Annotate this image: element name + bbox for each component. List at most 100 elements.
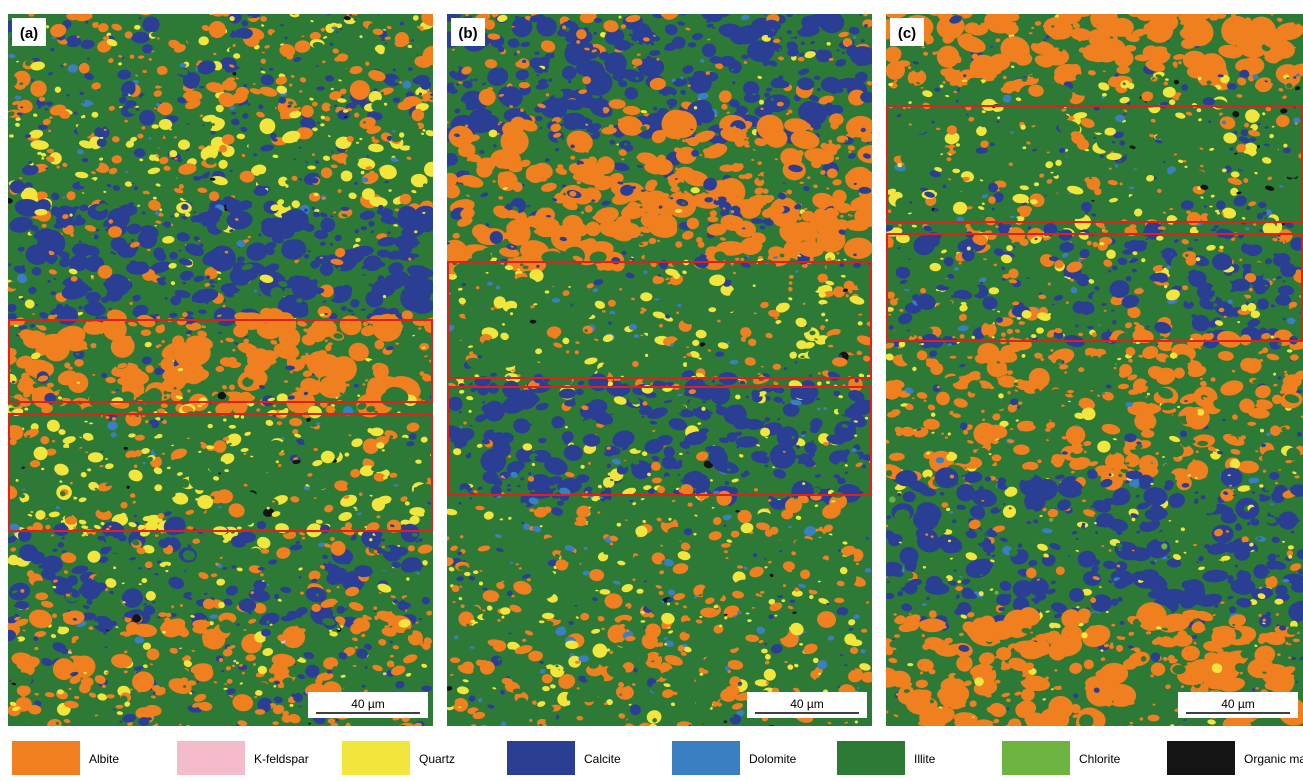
grain: [646, 55, 651, 58]
grain: [160, 403, 168, 409]
grain: [162, 630, 166, 634]
grain: [198, 119, 213, 132]
grain: [127, 108, 137, 114]
grain: [604, 52, 627, 75]
grain: [636, 53, 641, 56]
grain: [108, 430, 112, 433]
grain: [319, 565, 326, 569]
grain: [298, 576, 302, 579]
grain: [132, 659, 136, 663]
grain: [555, 148, 560, 152]
grain: [51, 711, 56, 716]
grain: [33, 228, 55, 241]
grain: [190, 663, 213, 675]
grain: [16, 355, 33, 369]
grain: [292, 428, 299, 435]
grain: [400, 557, 422, 573]
grain: [90, 342, 97, 349]
grain: [354, 229, 360, 234]
grain: [493, 69, 505, 81]
grain: [682, 362, 688, 368]
grain: [714, 251, 727, 262]
grain: [21, 7, 24, 10]
grain: [751, 158, 755, 162]
grain: [505, 203, 513, 211]
grain: [87, 468, 92, 472]
grain: [477, 108, 492, 118]
grain: [605, 226, 623, 236]
grain: [642, 42, 646, 46]
grain: [815, 49, 833, 63]
grain: [91, 604, 103, 615]
grain: [329, 243, 334, 246]
grain: [155, 324, 166, 334]
grain: [45, 167, 49, 170]
grain: [371, 99, 385, 113]
grain: [183, 365, 188, 369]
grain: [237, 587, 243, 592]
grain: [102, 36, 110, 40]
grain: [172, 67, 187, 75]
grain: [178, 723, 182, 726]
grain: [40, 389, 46, 393]
grain: [175, 352, 184, 358]
grain: [43, 77, 47, 80]
grain: [142, 461, 146, 465]
grain: [183, 75, 200, 89]
grain: [256, 323, 281, 340]
grain: [478, 88, 496, 106]
grain: [8, 141, 15, 146]
grain: [378, 638, 387, 646]
grain: [281, 239, 307, 260]
grain: [51, 36, 56, 39]
grain: [340, 674, 346, 678]
grain: [683, 190, 688, 194]
grain: [579, 14, 597, 24]
grain: [105, 578, 117, 588]
grain: [243, 452, 247, 456]
grain: [48, 269, 57, 275]
grain: [421, 565, 433, 576]
grain: [261, 215, 266, 218]
grain: [419, 422, 423, 425]
grain: [151, 494, 160, 502]
grain: [37, 375, 49, 382]
grain: [152, 691, 156, 695]
grain: [700, 58, 705, 64]
grain: [319, 636, 336, 649]
grain: [10, 547, 17, 552]
grain: [659, 93, 663, 97]
grain: [169, 14, 184, 22]
grain: [838, 229, 846, 235]
grain: [32, 522, 43, 532]
grain: [318, 542, 325, 547]
grain: [407, 545, 415, 552]
grain: [24, 407, 29, 411]
grain: [124, 31, 133, 39]
grain: [536, 74, 540, 77]
grain: [455, 118, 459, 121]
grain: [785, 14, 794, 18]
grain: [569, 190, 577, 197]
grain: [414, 230, 418, 234]
grain: [36, 325, 41, 328]
grain: [82, 605, 90, 609]
grain: [75, 215, 81, 221]
grain: [105, 717, 122, 726]
grain: [239, 469, 244, 473]
grain: [340, 96, 345, 99]
grain: [28, 14, 35, 17]
grain: [340, 170, 353, 182]
grain: [156, 560, 162, 564]
grain: [569, 327, 578, 334]
grain: [341, 284, 353, 295]
grain: [367, 670, 371, 673]
grain: [808, 94, 820, 102]
grain: [577, 143, 589, 153]
grain: [329, 631, 338, 637]
grain: [118, 96, 127, 104]
grain: [95, 203, 108, 212]
grain: [86, 287, 93, 292]
grain: [601, 126, 617, 135]
grain: [169, 492, 176, 498]
